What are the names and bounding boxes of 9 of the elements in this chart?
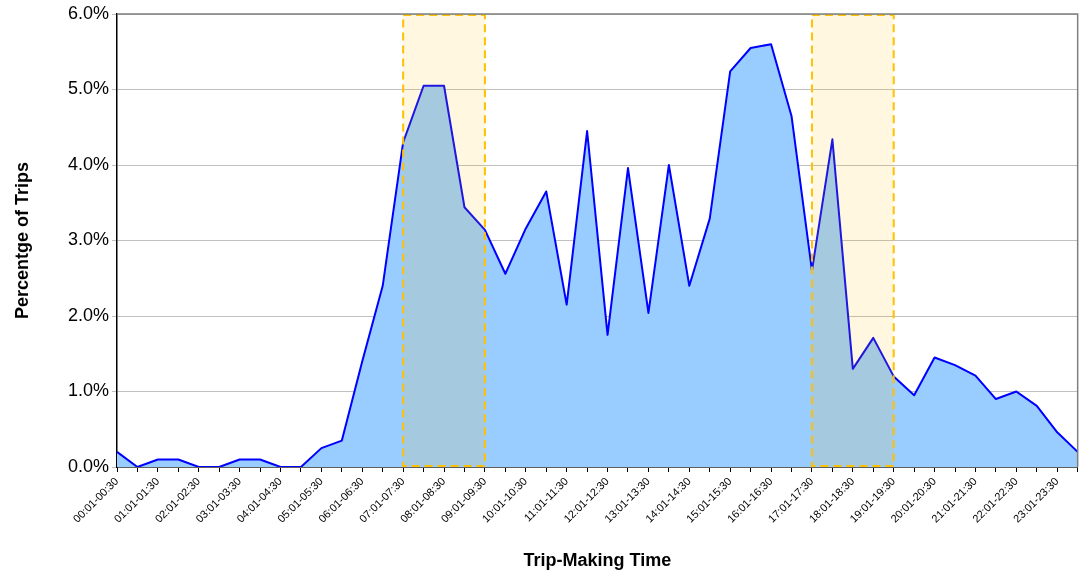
y-tick-label: 1.0%	[67, 380, 109, 401]
y-tick-label: 5.0%	[67, 78, 109, 99]
y-tick-label: 0.0%	[67, 455, 109, 476]
y-tick-label: 2.0%	[67, 304, 109, 325]
y-tick-label: 3.0%	[67, 229, 109, 250]
x-axis-title: Trip-Making Time	[523, 550, 672, 571]
y-tick-label: 6.0%	[67, 2, 109, 23]
y-tick-label: 4.0%	[67, 153, 109, 174]
y-axis-title: Percentge of Trips	[11, 161, 32, 320]
